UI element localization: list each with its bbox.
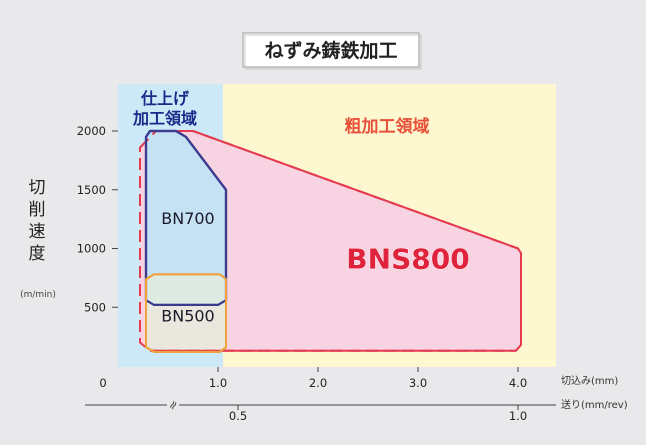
x-tick-label: 1.0 xyxy=(209,376,227,390)
y-tick-label: 1000 xyxy=(77,242,106,256)
x2-tick-label: 1.0 xyxy=(509,409,527,423)
chart-title: ねずみ鋳鉄加工 xyxy=(264,39,397,62)
region-finishing-label-line1: 仕上げ xyxy=(140,89,190,108)
y-tick-label: 1500 xyxy=(77,183,106,197)
y-axis-label-char: 速 xyxy=(29,222,46,242)
y-axis-label-char: 度 xyxy=(29,244,46,264)
y-axis-label-char: 削 xyxy=(29,200,46,220)
series-bn700-outline xyxy=(144,129,228,306)
y-tick-label: 500 xyxy=(84,300,106,314)
x-tick-label: 2.0 xyxy=(309,376,327,390)
x-tick-label: 4.0 xyxy=(509,376,527,390)
y-tick-label: 2000 xyxy=(77,124,106,138)
y-axis-unit: (m/min) xyxy=(20,290,56,300)
series-bns800-label: BNS800 xyxy=(346,242,469,275)
x2-axis-break: ≈ xyxy=(164,397,181,413)
y-axis-label-char: 切 xyxy=(29,178,46,198)
series-bn500-label: BN500 xyxy=(161,306,214,325)
region-roughing-label: 粗加工領域 xyxy=(345,116,430,137)
x-axis-label: 切込み(mm) xyxy=(561,375,618,387)
region-finishing-label-line2: 加工領域 xyxy=(132,109,197,128)
x2-axis-label: 送り(mm/rev) xyxy=(561,398,628,411)
x2-tick-label: 0.5 xyxy=(229,409,247,423)
x-tick-label: 3.0 xyxy=(409,376,427,390)
x-tick-label: 0 xyxy=(99,376,106,390)
title-box-shadow xyxy=(244,34,422,70)
series-bn700-label: BN700 xyxy=(161,209,214,228)
series-bns800-area xyxy=(140,131,521,351)
title-box xyxy=(242,32,420,68)
series-bn500-outline xyxy=(145,273,227,353)
series-bns800-outline xyxy=(150,130,522,352)
